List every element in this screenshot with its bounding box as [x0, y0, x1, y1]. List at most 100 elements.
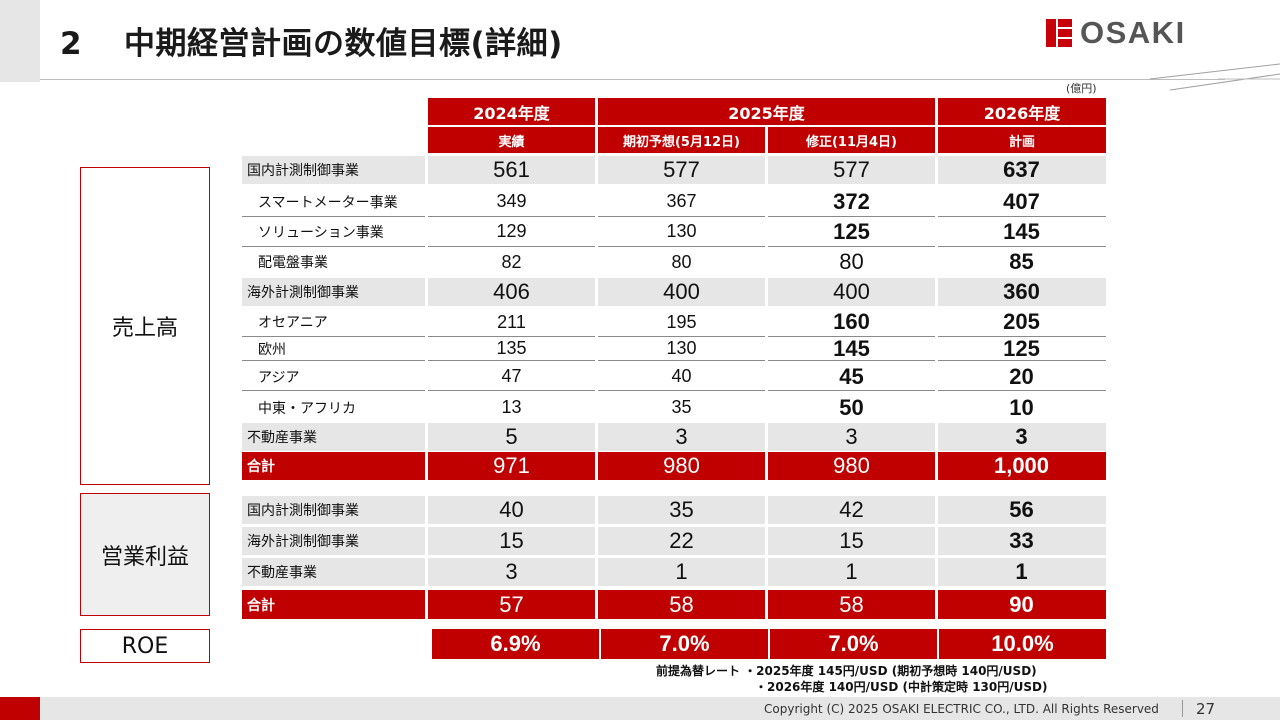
category-roe-box: ROE	[80, 629, 210, 663]
cell-value: 135	[496, 338, 527, 358]
cell-value: 3	[845, 424, 858, 449]
cell-value: 637	[1003, 157, 1040, 182]
category-operating-profit-box: 営業利益	[80, 493, 210, 616]
table-row: ソリューション事業 129 130 125 145	[242, 217, 1106, 247]
page-title-text: 中期経営計画の数値目標(詳細)	[124, 26, 563, 62]
logo-text: OSAKI	[1080, 15, 1186, 50]
table-row: 配電盤事業 82 80 80 85	[242, 247, 1106, 277]
column-gap	[595, 156, 598, 620]
fx-note-line1: 前提為替レート ・2025年度 145円/USD (期初予想時 140円/USD…	[656, 664, 1037, 678]
cell-value: 205	[1003, 309, 1040, 334]
subheader-revised: 修正(11月4日)	[768, 127, 935, 153]
subheader-plan: 計画	[938, 127, 1106, 153]
cell-value: 15	[839, 528, 864, 553]
year-header-2026: 2026年度	[938, 98, 1106, 125]
cell-value: 400	[833, 279, 870, 304]
cell-value: 130	[666, 221, 697, 241]
column-gap	[425, 156, 428, 620]
cell-value: 33	[1009, 528, 1034, 553]
cell-value: 1	[845, 559, 858, 584]
roe-value: 7.0%	[601, 629, 768, 659]
row-label: 中東・アフリカ	[258, 400, 356, 417]
year-header-2025: 2025年度	[598, 98, 935, 125]
row-label: 国内計測制御事業	[247, 503, 359, 519]
category-operating-profit-label: 営業利益	[100, 544, 189, 570]
cell-value: 406	[493, 279, 530, 304]
column-gap	[765, 156, 768, 620]
cell-value: 80	[671, 251, 692, 272]
cell-value: 980	[833, 453, 870, 478]
section-number: 2	[60, 26, 83, 62]
subheader-actual: 実績	[428, 127, 595, 153]
category-sales-label: 売上高	[111, 316, 178, 341]
table-row: 国内計測制御事業 561 577 577 637	[242, 156, 1106, 184]
cell-value: 349	[496, 191, 527, 211]
row-label: 不動産事業	[247, 565, 317, 581]
cell-value: 3	[505, 559, 518, 584]
category-sales-box: 売上高	[80, 167, 210, 485]
fx-note-line2: ・2026年度 140円/USD (中計策定時 130円/USD)	[755, 680, 1048, 694]
cell-value: 35	[669, 497, 694, 522]
cell-value: 40	[671, 366, 692, 386]
unit-label: (億円)	[1066, 82, 1097, 95]
cell-value: 40	[499, 497, 524, 522]
copyright-text: Copyright (C) 2025 OSAKI ELECTRIC CO., L…	[764, 702, 1159, 716]
cell-value: 400	[663, 279, 700, 304]
cell-value: 3	[675, 424, 688, 449]
row-label: アジア	[258, 369, 300, 386]
year-header-2024: 2024年度	[428, 98, 595, 125]
header-divider	[40, 79, 1225, 80]
cell-value: 407	[1003, 188, 1040, 214]
cell-value: 58	[669, 591, 694, 617]
cell-value: 82	[501, 251, 522, 272]
cell-value: 22	[669, 528, 694, 553]
header-accent-block	[0, 0, 40, 82]
cell-value: 50	[839, 394, 864, 420]
roe-value: 7.0%	[770, 629, 937, 659]
cell-value: 367	[666, 191, 697, 211]
cell-value: 130	[666, 338, 697, 358]
cell-value: 58	[839, 591, 864, 617]
cell-value: 35	[671, 397, 692, 417]
cell-value: 56	[1009, 497, 1034, 522]
table-row: 海外計測制御事業 15 22 15 33	[242, 527, 1106, 555]
osaki-logo: OSAKI	[1046, 15, 1186, 50]
table-row: スマートメーター事業 349 367 372 407	[242, 187, 1106, 217]
cell-value: 360	[1003, 279, 1040, 304]
row-label: スマートメーター事業	[258, 194, 398, 211]
cell-value: 561	[493, 157, 530, 182]
row-label: 海外計測制御事業	[247, 285, 359, 301]
row-label: 不動産事業	[247, 430, 317, 446]
row-label: オセアニア	[258, 315, 328, 331]
page-title: 2 中期経営計画の数値目標(詳細)	[60, 18, 563, 63]
operating-profit-total-row: 合計 57 58 58 90	[242, 590, 1106, 619]
cell-value: 42	[839, 497, 864, 522]
cell-value: 577	[833, 157, 870, 182]
cell-value: 5	[505, 424, 518, 449]
table-row: 欧州 135 130 145 125	[242, 336, 1106, 361]
table-row: オセアニア 211 195 160 205	[242, 308, 1106, 337]
page-number: 27	[1196, 700, 1216, 718]
cell-value: 195	[666, 311, 697, 332]
cell-value: 1	[1015, 559, 1028, 584]
cell-value: 145	[1003, 218, 1040, 244]
subheader-initial-forecast: 期初予想(5月12日)	[598, 127, 765, 153]
cell-value: 85	[1009, 249, 1034, 274]
cell-value: 971	[493, 453, 530, 478]
cell-value: 577	[663, 157, 700, 182]
sales-total-row: 合計 971 980 980 1,000	[242, 452, 1106, 480]
row-label: 配電盤事業	[258, 255, 328, 271]
cell-value: 3	[1015, 424, 1028, 449]
footer-accent-block	[0, 697, 40, 720]
table-row: 不動産事業 3 1 1 1	[242, 558, 1106, 586]
category-roe-label: ROE	[121, 633, 169, 659]
cell-value: 80	[839, 249, 864, 274]
cell-value: 125	[833, 218, 870, 244]
cell-value: 160	[833, 309, 870, 334]
cell-value: 10	[1009, 394, 1034, 420]
row-label: 海外計測制御事業	[247, 534, 359, 550]
column-gap	[935, 156, 938, 620]
cell-value: 20	[1009, 363, 1034, 389]
cell-value: 47	[501, 366, 522, 386]
cell-value: 1	[675, 559, 688, 584]
